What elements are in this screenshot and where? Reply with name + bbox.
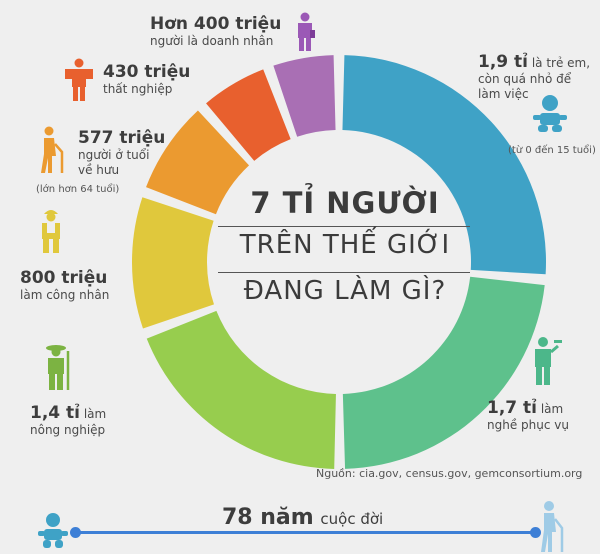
donut-slice-5 xyxy=(206,69,291,161)
businessperson-icon xyxy=(298,12,315,51)
text-children-2: còn quá nhỏ để xyxy=(478,72,572,86)
lifespan-timeline xyxy=(75,531,540,534)
value-workers: 800 triệu xyxy=(20,268,108,288)
label-unemployed: 430 triệu thất nghiệp xyxy=(103,62,190,97)
chart-title-line3: ĐANG LÀM GÌ? xyxy=(243,276,447,306)
text-retired-2: về hưu xyxy=(78,163,120,177)
donut-slice-4 xyxy=(146,110,250,215)
donut-slice-6 xyxy=(273,55,336,137)
value-farmers: 1,4 tỉ xyxy=(30,403,80,423)
timeline-end-dot xyxy=(530,527,541,538)
text-children-1: là trẻ em, xyxy=(531,56,591,70)
farmer-icon xyxy=(46,345,70,390)
lifespan-label: 78 năm cuộc đời xyxy=(222,505,383,530)
text-service-small: làm xyxy=(540,402,564,416)
donut-slice-3 xyxy=(131,197,214,329)
source-note: Nguồn: cia.gov, census.gov, gemconsortiu… xyxy=(316,467,583,480)
baby-icon xyxy=(38,513,68,548)
value-children: 1,9 tỉ xyxy=(478,52,528,72)
value-service: 1,7 tỉ xyxy=(487,398,537,418)
label-entrepreneurs: Hơn 400 triệu người là doanh nhân xyxy=(150,14,281,49)
value-retired: 577 triệu xyxy=(78,128,166,148)
note-children: (từ 0 đến 15 tuổi) xyxy=(508,145,596,156)
unemployed-person-icon xyxy=(65,58,93,101)
chart-title-line1: 7 TỈ NGƯỜI xyxy=(250,186,440,220)
baby-icon xyxy=(533,95,567,132)
label-service: 1,7 tỉ làm nghề phục vụ xyxy=(487,398,569,433)
lifespan-text: cuộc đời xyxy=(320,510,384,528)
text-farmers-small: làm xyxy=(83,407,107,421)
donut-slice-0 xyxy=(342,55,546,275)
note-retired: (lớn hơn 64 tuổi) xyxy=(36,184,120,195)
donut-slice-2 xyxy=(146,310,336,469)
worker-icon xyxy=(42,210,60,253)
waiter-icon xyxy=(535,337,562,385)
donut-slice-1 xyxy=(342,276,545,469)
timeline-start-dot xyxy=(70,527,81,538)
text-farmers: nông nghiệp xyxy=(30,423,106,437)
text-unemployed: thất nghiệp xyxy=(103,82,173,96)
chart-title-line2: TRÊN THẾ GIỚI xyxy=(239,230,451,260)
text-entrepreneurs: người là doanh nhân xyxy=(150,34,274,48)
elderly-cane-icon xyxy=(541,501,564,552)
text-retired-1: người ở tuổi xyxy=(78,148,150,162)
label-farmers: 1,4 tỉ làm nông nghiệp xyxy=(30,403,106,438)
text-children-3: làm việc xyxy=(478,87,529,101)
label-children: 1,9 tỉ là trẻ em, còn quá nhỏ để làm việ… xyxy=(478,52,590,102)
elderly-cane-icon xyxy=(41,126,64,173)
title-divider xyxy=(218,226,470,227)
value-entrepreneurs: Hơn 400 triệu xyxy=(150,14,282,34)
text-service: nghề phục vụ xyxy=(487,418,569,432)
text-workers: làm công nhân xyxy=(20,288,110,302)
value-unemployed: 430 triệu xyxy=(103,62,191,82)
title-divider xyxy=(218,272,470,273)
label-retired: 577 triệu người ở tuổi về hưu xyxy=(78,128,165,178)
label-workers: 800 triệu làm công nhân xyxy=(20,268,109,303)
lifespan-value: 78 năm xyxy=(222,505,314,530)
